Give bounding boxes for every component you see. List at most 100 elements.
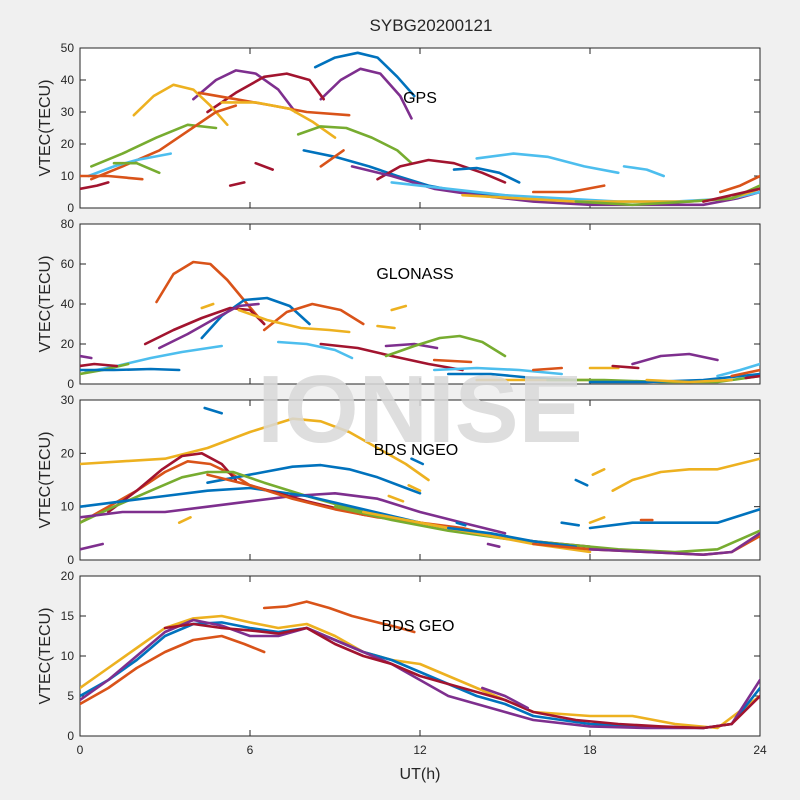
series-line (588, 507, 760, 530)
series-line (206, 72, 326, 114)
series-line (432, 366, 564, 376)
x-axis-label: UT(h) (400, 766, 441, 783)
y-tick-label: 5 (67, 689, 74, 703)
panel-annotation: GLONASS (376, 266, 453, 283)
series-line (319, 342, 464, 372)
series-line (313, 51, 416, 98)
series-line (645, 378, 734, 384)
series-line (319, 67, 413, 120)
series-line (203, 406, 223, 415)
y-axis-label: VTEC(TECU) (37, 256, 54, 353)
subplot-1: 0 10 20 30 40 50 VTEC(TECU) GPS (37, 41, 761, 215)
series-line (611, 457, 760, 493)
series-line (531, 366, 564, 372)
series-line (107, 451, 238, 514)
y-tick-label: 20 (61, 446, 75, 460)
series-line (588, 515, 606, 525)
series-line (716, 362, 760, 378)
series-line (622, 165, 666, 178)
x-tick-label: 6 (247, 743, 254, 757)
series-line (80, 181, 110, 191)
series-line (302, 149, 515, 200)
series-group (80, 260, 760, 384)
series-line (192, 69, 297, 114)
series-line (390, 304, 408, 312)
series-line (718, 174, 760, 194)
series-line (158, 302, 260, 350)
y-tick-label: 0 (67, 553, 74, 567)
series-line (132, 83, 229, 127)
series-line (80, 354, 93, 360)
series-line (384, 342, 439, 350)
series-line (631, 352, 719, 366)
y-tick-label: 30 (61, 393, 75, 407)
series-line (486, 542, 501, 549)
series-line (80, 542, 104, 551)
series-line (384, 334, 507, 358)
y-tick-label: 40 (61, 297, 75, 311)
series-line (410, 457, 425, 466)
x-tick-label: 12 (413, 743, 427, 757)
series-line (237, 308, 351, 334)
watermark: IONISE (257, 356, 582, 463)
series-line (376, 158, 507, 184)
series-group (80, 406, 760, 557)
y-tick-label: 50 (61, 41, 75, 55)
panel-annotation: GPS (403, 90, 437, 107)
y-tick-label: 10 (61, 500, 75, 514)
series-line (206, 473, 507, 541)
y-tick-label: 20 (61, 137, 75, 151)
series-line (319, 149, 345, 168)
series-line (200, 302, 215, 310)
series-line (90, 104, 238, 181)
y-tick-label: 0 (67, 729, 74, 743)
series-line (475, 152, 620, 175)
series-line (701, 187, 760, 203)
series-line (80, 174, 144, 181)
series-line (591, 467, 606, 477)
series-line (80, 362, 119, 368)
y-tick-label: 15 (61, 609, 75, 623)
y-tick-label: 60 (61, 257, 75, 271)
x-tick-label: 0 (77, 743, 84, 757)
series-line (262, 302, 365, 332)
y-tick-label: 20 (61, 337, 75, 351)
series-line (446, 526, 578, 549)
x-tick-label: 18 (583, 743, 597, 757)
series-line (163, 622, 760, 730)
series-line (80, 470, 422, 525)
series-group (80, 600, 760, 730)
y-axis-label: VTEC(TECU) (37, 80, 54, 177)
series-line (611, 364, 640, 370)
subplot-2: 0 20 40 60 80 VTEC(TECU) GLONASS (37, 217, 761, 391)
series-line (112, 161, 161, 175)
subplot-3: 0 10 20 30 VTEC(TECU) BDS NGEO (37, 393, 761, 567)
series-group (80, 51, 760, 207)
series-line (80, 367, 181, 372)
y-tick-label: 0 (67, 201, 74, 215)
series-line (80, 486, 422, 525)
y-tick-label: 80 (61, 217, 75, 231)
y-tick-label: 20 (61, 569, 75, 583)
series-line (574, 478, 589, 487)
series-line (143, 306, 266, 346)
series-line (387, 494, 405, 503)
panel-annotation: BDS GEO (382, 618, 455, 635)
series-line (262, 600, 416, 634)
y-axis-label: VTEC(TECU) (37, 432, 54, 529)
series-line (254, 161, 275, 171)
series-line (480, 686, 530, 710)
series-line (80, 417, 430, 482)
series-line (276, 340, 354, 360)
series-line (228, 181, 246, 187)
y-axis-label: VTEC(TECU) (37, 608, 54, 705)
series-line (531, 184, 606, 194)
series-line (432, 358, 473, 364)
chart-title: SYBG20200121 (370, 16, 493, 35)
series-line (744, 374, 760, 380)
panel-annotation: BDS NGEO (374, 442, 458, 459)
series-line (560, 521, 581, 527)
series-line (80, 634, 266, 706)
series-line (296, 125, 413, 165)
